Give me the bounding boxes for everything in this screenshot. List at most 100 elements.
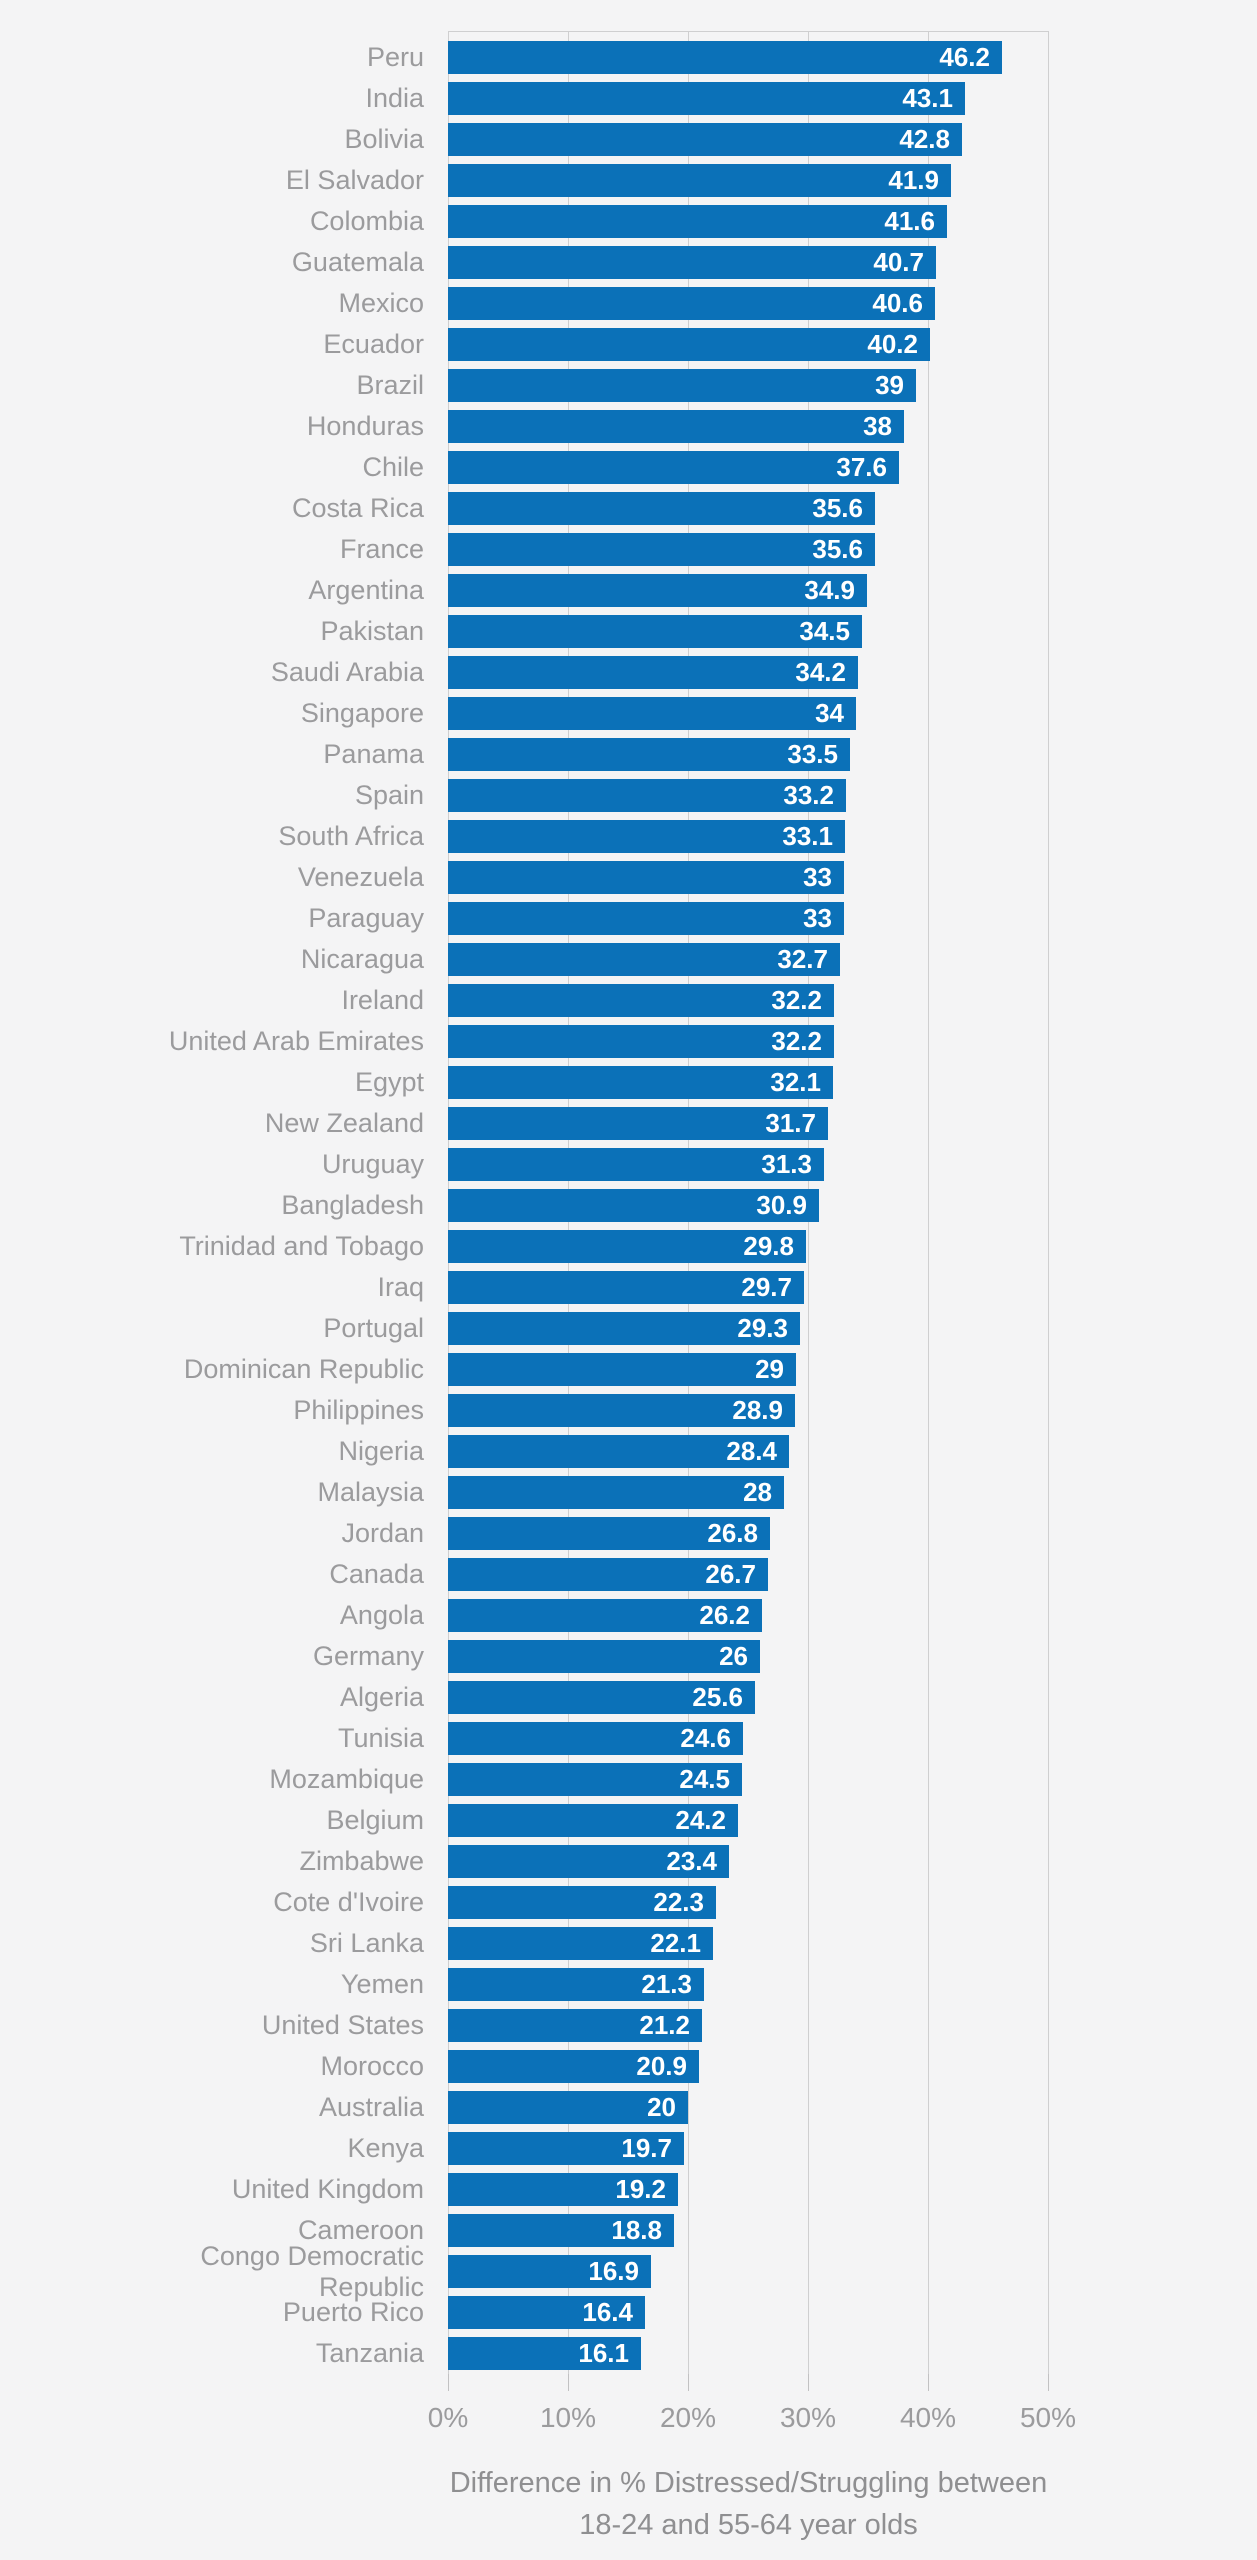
value-label: 30.9 [756, 1190, 807, 1220]
bar-track: 34.2 [448, 656, 858, 689]
bar: 41.9 [448, 164, 951, 197]
axis-tick-label: 30% [779, 2402, 837, 2433]
bar: 28.4 [448, 1435, 789, 1468]
axis-tick-label: 40% [899, 2402, 957, 2433]
bar-track: 33 [448, 902, 844, 935]
table-row: Paraguay 33 [0, 898, 1257, 939]
bar-track: 31.3 [448, 1148, 824, 1181]
gridline [1048, 31, 1049, 2374]
table-row: Belgium 24.2 [0, 1800, 1257, 1841]
bar-track: 46.2 [448, 41, 1002, 74]
category-label: Australia [318, 2092, 424, 2123]
bar: 40.7 [448, 246, 936, 279]
bar-track: 22.1 [448, 1927, 713, 1960]
bar: 31.3 [448, 1148, 824, 1181]
bar-track: 34.9 [448, 574, 867, 607]
bar: 26.8 [448, 1517, 770, 1550]
bar-track: 28.9 [448, 1394, 795, 1427]
bar-track: 40.7 [448, 246, 936, 279]
value-label: 32.1 [770, 1067, 821, 1097]
bar-track: 30.9 [448, 1189, 819, 1222]
table-row: Malaysia 28 [0, 1472, 1257, 1513]
category-label: Honduras [306, 411, 424, 442]
table-row: Morocco 20.9 [0, 2046, 1257, 2087]
bar-track: 22.3 [448, 1886, 716, 1919]
bar: 46.2 [448, 41, 1002, 74]
bar: 33 [448, 861, 844, 894]
table-row: Iraq 29.7 [0, 1267, 1257, 1308]
table-row: Algeria 25.6 [0, 1677, 1257, 1718]
bar-track: 16.9 [448, 2255, 651, 2288]
category-label: Portugal [323, 1313, 424, 1344]
value-label: 23.4 [666, 1846, 717, 1876]
bar-track: 35.6 [448, 492, 875, 525]
value-label: 16.1 [578, 2338, 629, 2368]
category-label: Uruguay [321, 1149, 424, 1180]
table-row: Chile 37.6 [0, 447, 1257, 488]
table-row: Honduras 38 [0, 406, 1257, 447]
value-label: 46.2 [939, 42, 990, 72]
category-label: Paraguay [308, 903, 424, 934]
category-label: South Africa [278, 821, 424, 852]
table-row: El Salvador 41.9 [0, 160, 1257, 201]
bar-track: 33.2 [448, 779, 846, 812]
bar-track: 40.2 [448, 328, 930, 361]
table-row: United Arab Emirates 32.2 [0, 1021, 1257, 1062]
value-label: 16.4 [582, 2297, 633, 2327]
value-label: 42.8 [899, 124, 950, 154]
table-row: Guatemala 40.7 [0, 242, 1257, 283]
bar: 31.7 [448, 1107, 828, 1140]
value-label: 28.9 [732, 1395, 783, 1425]
table-row: Trinidad and Tobago 29.8 [0, 1226, 1257, 1267]
bar-track: 19.7 [448, 2132, 684, 2165]
table-row: Philippines 28.9 [0, 1390, 1257, 1431]
bar-track: 39 [448, 369, 916, 402]
category-label: Dominican Republic [183, 1354, 424, 1385]
table-row: Singapore 34 [0, 693, 1257, 734]
table-row: Cote d'Ivoire 22.3 [0, 1882, 1257, 1923]
axis-tick [448, 2374, 449, 2391]
bar: 16.4 [448, 2296, 645, 2329]
table-row: Cameroon 18.8 [0, 2210, 1257, 2251]
bar-track: 32.2 [448, 984, 834, 1017]
gridline [928, 31, 929, 2374]
table-row: Sri Lanka 22.1 [0, 1923, 1257, 1964]
table-row: South Africa 33.1 [0, 816, 1257, 857]
value-label: 34.5 [799, 616, 850, 646]
table-row: Portugal 29.3 [0, 1308, 1257, 1349]
bar: 20 [448, 2091, 688, 2124]
value-label: 32.7 [777, 944, 828, 974]
value-label: 37.6 [836, 452, 887, 482]
bar: 22.1 [448, 1927, 713, 1960]
bar: 24.5 [448, 1763, 742, 1796]
value-label: 26.8 [707, 1518, 758, 1548]
x-axis-title-line1: Difference in % Distressed/Struggling be… [449, 2467, 1048, 2499]
value-label: 33 [803, 903, 832, 933]
category-label: Germany [312, 1641, 424, 1672]
plot-top-border [448, 31, 1049, 32]
category-label: Nicaragua [300, 944, 424, 975]
axis-tick [808, 2374, 809, 2391]
table-row: Jordan 26.8 [0, 1513, 1257, 1554]
table-row: France 35.6 [0, 529, 1257, 570]
bar: 35.6 [448, 492, 875, 525]
bar: 34.5 [448, 615, 862, 648]
bar-track: 32.7 [448, 943, 840, 976]
category-label: Spain [354, 780, 424, 811]
category-label: Canada [329, 1559, 424, 1590]
bar-track: 24.2 [448, 1804, 738, 1837]
table-row: Ecuador 40.2 [0, 324, 1257, 365]
table-row: Congo Democratic Republic 16.9 [0, 2241, 1257, 2302]
category-label: Tunisia [337, 1723, 424, 1754]
bar-track: 43.1 [448, 82, 965, 115]
value-label: 34 [815, 698, 844, 728]
category-label: El Salvador [285, 165, 424, 196]
bar-track: 29.7 [448, 1271, 804, 1304]
category-label: Ecuador [323, 329, 424, 360]
x-axis-title: Difference in % Distressed/Struggling be… [448, 2462, 1049, 2546]
value-label: 19.7 [621, 2133, 672, 2163]
value-label: 35.6 [812, 534, 863, 564]
category-label: Congo Democratic Republic [200, 2241, 424, 2302]
bar: 24.2 [448, 1804, 738, 1837]
bar: 32.1 [448, 1066, 833, 1099]
